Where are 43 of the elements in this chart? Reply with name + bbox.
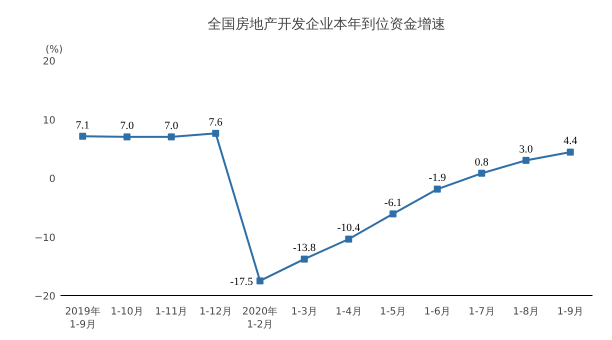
point — [256, 277, 264, 284]
data-label: -10.4 — [337, 222, 361, 234]
data-label: -6.1 — [384, 196, 402, 209]
data-label: 0.8 — [474, 156, 490, 168]
data-label: 4.4 — [563, 135, 578, 148]
data-label: 3.0 — [519, 143, 534, 156]
data-label: 7.6 — [208, 116, 224, 128]
y-tick-label: 20 — [42, 56, 56, 68]
x-tick-label: 1-10月 — [110, 306, 144, 318]
y-tick-label: 0 — [49, 174, 56, 185]
x-tick-label: 2019年 1-9月 — [64, 306, 100, 331]
data-label: 7.0 — [164, 120, 179, 132]
data-label: -13.8 — [292, 242, 316, 254]
y-tick-label: −20 — [34, 292, 56, 302]
x-tick-label: 1-8月 — [512, 306, 540, 318]
data-label: 7.1 — [76, 119, 90, 132]
point — [168, 133, 175, 140]
data-label: 7.0 — [120, 120, 134, 132]
data-label: -17.5 — [230, 276, 254, 288]
point — [79, 132, 86, 140]
point — [522, 156, 530, 164]
point — [434, 186, 441, 193]
y-tick-label: −10 — [34, 232, 56, 244]
data-label: -1.9 — [428, 172, 447, 184]
x-tick-label: 1-6月 — [424, 306, 451, 318]
point — [212, 130, 220, 137]
y-axis-title: (%) — [46, 44, 63, 56]
x-tick-label: 1-9月 — [557, 306, 584, 318]
x-tick-label: 1-4月 — [336, 306, 362, 318]
point — [478, 170, 486, 177]
x-tick-label: 1-12月 — [199, 306, 232, 318]
x-tick-label: 2020年 1-2月 — [242, 306, 278, 331]
point — [345, 236, 352, 243]
x-tick-label: 1-3月 — [291, 306, 318, 318]
x-tick-label: 1-11月 — [154, 306, 188, 318]
x-tick-label: 1-5月 — [380, 306, 406, 318]
x-tick-label: 1-7月 — [468, 306, 495, 318]
point — [566, 148, 574, 156]
y-tick-label: 10 — [42, 115, 56, 126]
point — [124, 133, 130, 140]
point — [300, 256, 308, 263]
chart-title: 全国房地产开发企业本年到位资金增速 — [208, 16, 446, 32]
point — [390, 210, 396, 218]
